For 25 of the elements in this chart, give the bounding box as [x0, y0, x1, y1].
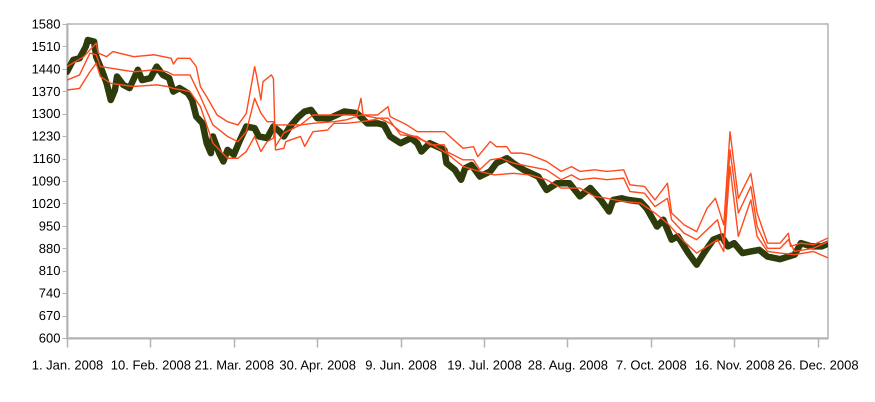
y-tick-label: 1020 [32, 196, 60, 211]
y-tick-label: 670 [38, 308, 60, 324]
y-tick-label: 1510 [32, 38, 60, 54]
y-tick-label: 1300 [32, 106, 60, 122]
x-tick-label: 30. Apr. 2008 [279, 358, 356, 372]
y-tick-label: 1440 [32, 61, 60, 76]
x-tick-label: 9. Jun. 2008 [365, 358, 437, 372]
y-tick-label: 740 [38, 286, 60, 301]
y-tick-label: 1090 [32, 174, 60, 188]
y-tick-label: 950 [38, 218, 60, 234]
y-tick-label: 1160 [32, 151, 60, 166]
y-tick-label: 810 [38, 263, 60, 278]
y-tick-label: 1580 [32, 16, 60, 32]
x-tick-label: 7. Oct. 2008 [616, 358, 687, 372]
x-tick-label: 1. Jan. 2008 [32, 358, 104, 372]
y-tick-label: 600 [38, 330, 60, 346]
x-tick-label: 28. Aug. 2008 [528, 358, 608, 372]
x-tick-label: 26. Dec. 2008 [778, 358, 859, 372]
y-tick-label: 1370 [32, 84, 60, 99]
y-tick-label: 880 [38, 240, 60, 256]
x-tick-label: 19. Jul. 2008 [447, 358, 522, 372]
y-tick-label: 1230 [32, 128, 60, 144]
x-tick-label: 16. Nov. 2008 [694, 358, 775, 372]
x-tick-label: 21. Mar. 2008 [194, 358, 274, 372]
x-tick-label: 10. Feb. 2008 [110, 358, 192, 372]
